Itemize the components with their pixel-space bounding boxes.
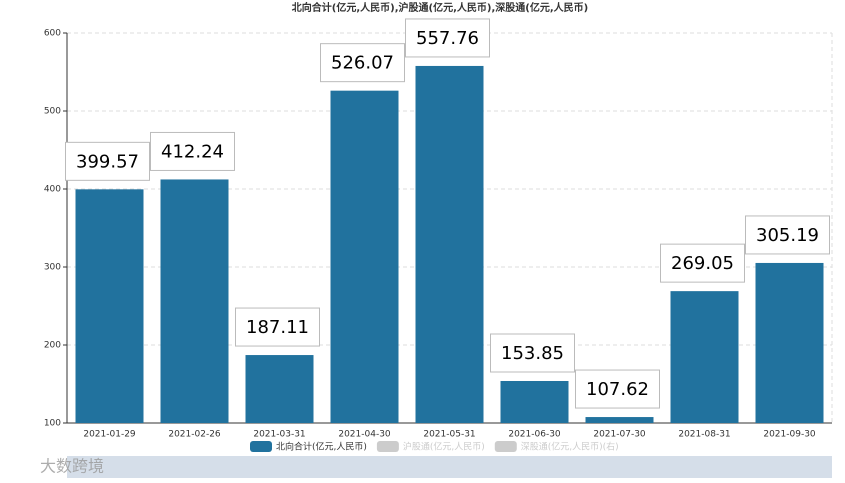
legend-label[interactable]: 北向合计(亿元,人民币) [276,441,367,453]
value-label: 187.11 [246,317,309,338]
bar [500,380,569,423]
x-tick-label: 2021-08-31 [678,430,730,440]
legend-swatch[interactable] [494,441,517,452]
value-label: 412.24 [161,141,224,162]
bar [330,90,399,423]
bar [160,179,229,423]
x-tick-label: 2021-06-30 [508,430,561,440]
y-tick-label: 100 [44,419,61,429]
x-tick-label: 2021-04-30 [338,430,391,440]
x-tick-label: 2021-09-30 [763,430,816,440]
value-label: 107.62 [586,379,649,400]
chart-title: 北向合计(亿元,人民币),沪股通(亿元,人民币),深股通(亿元,人民币) [292,1,588,14]
value-label: 153.85 [501,343,564,364]
legend-swatch[interactable] [250,441,272,452]
x-tick-label: 2021-02-26 [168,430,221,440]
bar [670,291,739,423]
bar [245,355,314,423]
value-label: 526.07 [331,53,394,74]
bar [585,417,654,423]
x-tick-label: 2021-05-31 [423,430,475,440]
value-label: 557.76 [416,28,479,49]
y-tick-label: 300 [44,263,61,273]
value-label-box [490,333,575,373]
y-tick-label: 400 [44,185,61,195]
y-tick-label: 500 [44,107,61,117]
value-label-box [320,43,405,83]
x-tick-label: 2021-03-31 [253,430,305,440]
value-label-box [150,131,235,171]
value-label: 399.57 [76,151,139,172]
watermark: 大数跨境 [40,457,104,476]
value-label-box [235,307,320,347]
value-label-box [405,18,490,58]
bar [415,65,484,423]
value-label-box [745,215,830,255]
value-label-box [660,243,745,283]
bar [755,262,824,423]
legend-swatch[interactable] [376,441,399,452]
value-label-box [65,141,150,181]
value-label: 305.19 [756,225,819,246]
legend-label[interactable]: 深股通(亿元,人民币)(右) [521,441,619,453]
legend-label[interactable]: 沪股通(亿元,人民币) [403,441,485,453]
value-label-box [575,369,660,409]
x-tick-label: 2021-01-29 [83,430,136,440]
x-tick-label: 2021-07-30 [593,430,646,440]
y-tick-label: 200 [44,341,61,351]
data-zoom-slider[interactable] [67,456,832,478]
bar [75,189,144,423]
y-tick-label: 600 [44,29,61,39]
value-label: 269.05 [671,253,734,274]
